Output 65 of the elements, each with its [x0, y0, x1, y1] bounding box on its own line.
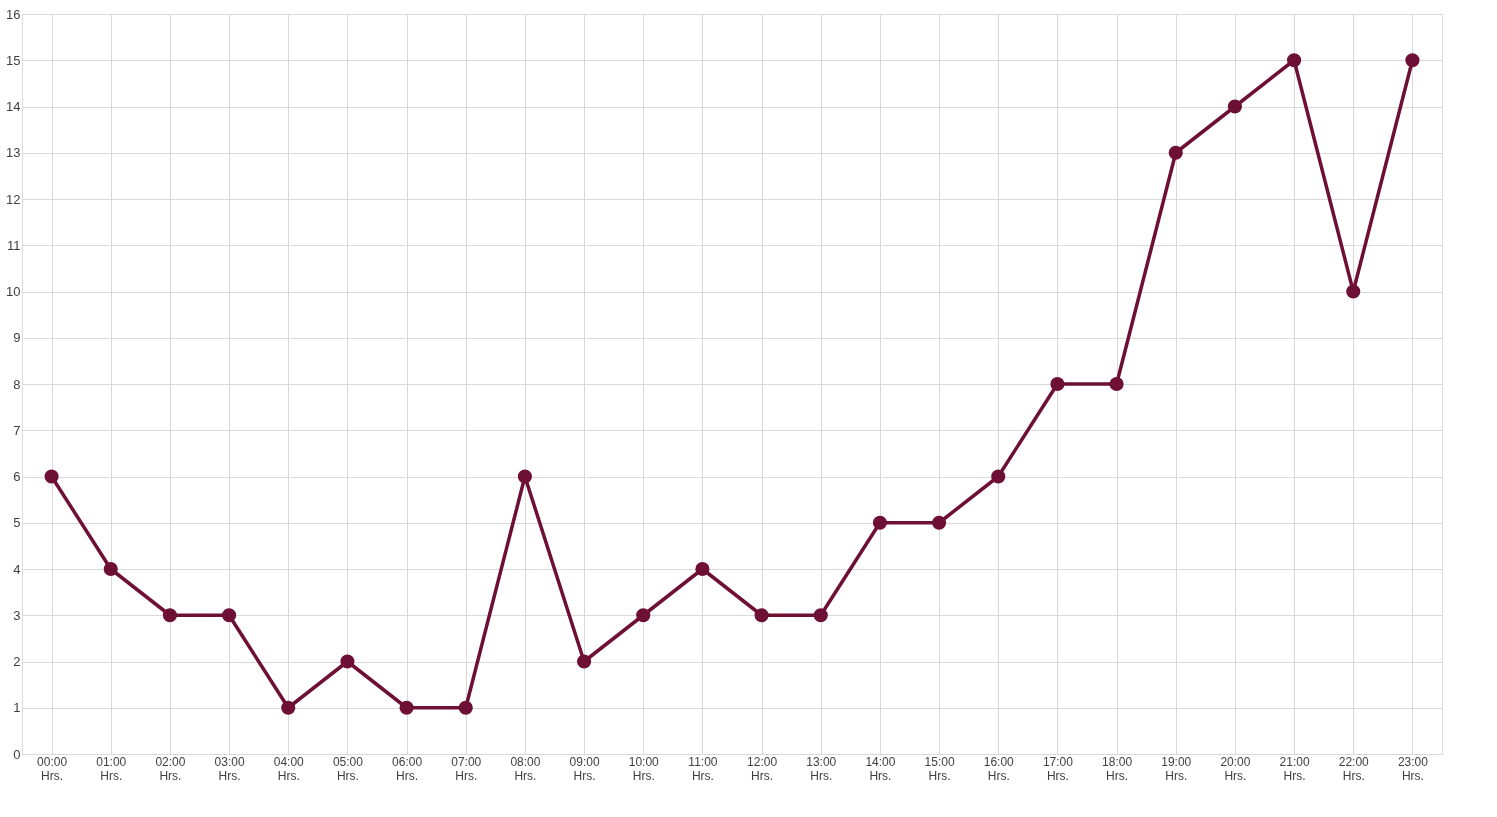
y-tick-label: 10	[6, 284, 21, 299]
x-tick-label: 14:00 Hrs.	[865, 754, 896, 783]
x-tick-label: 02:00 Hrs.	[155, 754, 186, 783]
y-tick-label: 11	[7, 237, 21, 253]
x-tick-label: 19:00 Hrs.	[1161, 754, 1192, 783]
x-tick-label: 13:00 Hrs.	[806, 754, 837, 783]
y-tick-label: 4	[13, 561, 21, 577]
y-tick-label: 8	[13, 376, 21, 392]
point	[991, 469, 1006, 484]
x-tick-label: 05:00 Hrs.	[332, 754, 364, 783]
point	[1287, 53, 1302, 68]
point	[1109, 376, 1124, 392]
y-tick-label: 5	[13, 515, 21, 531]
x-tick-label: 11:00 Hrs.	[688, 754, 718, 783]
y-tick-label: 2	[13, 654, 21, 669]
y-tick-label: 3	[13, 607, 21, 623]
x-tick-label: 23:00 Hrs.	[1397, 754, 1429, 783]
point	[872, 515, 887, 530]
point	[813, 608, 828, 623]
point	[1050, 376, 1065, 392]
point	[399, 700, 414, 715]
x-tick-label: 01:00 Hrs.	[96, 754, 127, 783]
y-tick-label: 1	[13, 700, 21, 716]
point	[932, 515, 947, 530]
point	[636, 608, 651, 623]
y-tick-label: 12	[6, 191, 21, 207]
y-tick-label: 14	[6, 99, 21, 114]
x-tick-label: 17:00 Hrs.	[1042, 754, 1074, 783]
x-tick-label: 08:00 Hrs.	[510, 754, 541, 783]
point	[1168, 145, 1183, 160]
point	[458, 700, 473, 715]
x-tick-label: 22:00 Hrs.	[1338, 754, 1370, 783]
y-tick-label: 9	[13, 330, 21, 346]
x-tick-label: 20:00 Hrs.	[1220, 754, 1251, 783]
x-tick-label: 00:00 Hrs.	[37, 754, 68, 783]
y-tick-label: 6	[13, 469, 21, 484]
x-tick-label: 21:00 Hrs.	[1279, 754, 1310, 783]
point	[1405, 53, 1420, 68]
x-tick-label: 04:00 Hrs.	[273, 754, 305, 783]
point	[1346, 284, 1361, 299]
point	[281, 700, 296, 715]
x-tick-label: 06:00 Hrs.	[392, 754, 423, 783]
point	[754, 608, 769, 623]
y-tick-label: 16	[6, 6, 21, 22]
x-tick-label: 10:00 Hrs.	[628, 754, 660, 783]
x-tick-label: 16:00 Hrs.	[983, 754, 1015, 783]
y-tick-label: 0	[13, 746, 21, 762]
x-tick-label: 15:00 Hrs.	[924, 754, 955, 783]
x-tick-label: 03:00 Hrs.	[214, 754, 245, 783]
point	[103, 561, 118, 577]
point	[695, 561, 710, 577]
y-tick-label: 15	[6, 52, 21, 68]
x-tick-label: 07:00 Hrs.	[451, 754, 482, 783]
y-tick-label: 13	[6, 145, 21, 161]
point	[577, 654, 592, 669]
point	[44, 469, 59, 484]
point	[222, 608, 237, 623]
point	[1227, 99, 1242, 114]
point	[340, 654, 355, 669]
y-tick-label: 7	[13, 422, 21, 438]
x-tick-label: 09:00 Hrs.	[569, 754, 600, 783]
point	[162, 608, 177, 623]
x-tick-label: 12:00 Hrs.	[747, 754, 778, 783]
point	[517, 469, 532, 484]
x-tick-label: 18:00 Hrs.	[1102, 754, 1133, 783]
